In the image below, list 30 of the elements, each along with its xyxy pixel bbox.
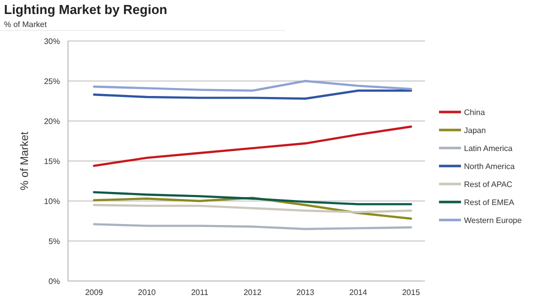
line-series: [92, 191, 412, 206]
legend-label: China: [464, 108, 486, 117]
chart-title: Lighting Market by Region: [4, 2, 168, 17]
line-series: [92, 80, 412, 92]
y-tick-label: 25%: [44, 77, 60, 86]
x-tick-label: 2013: [296, 288, 315, 297]
y-tick-label: 0%: [48, 277, 60, 286]
legend-label: Rest of EMEA: [464, 198, 515, 207]
legend-label: Japan: [464, 126, 486, 135]
legend-label: Rest of APAC: [464, 180, 513, 189]
legend-label: Latin America: [464, 144, 514, 153]
y-axis-title: % of Market: [19, 132, 31, 190]
x-tick-label: 2014: [349, 288, 368, 297]
x-tick-label: 2012: [244, 288, 262, 297]
line-series: [92, 90, 412, 100]
x-tick-label: 2010: [138, 288, 156, 297]
x-tick-label: 2015: [402, 288, 420, 297]
y-tick-label: 15%: [44, 157, 60, 166]
line-series: [92, 126, 412, 167]
chart-subtitle: % of Market: [4, 20, 48, 29]
y-tick-label: 30%: [44, 37, 60, 46]
legend-label: Western Europe: [464, 216, 522, 225]
y-tick-label: 5%: [48, 237, 60, 246]
x-tick-label: 2011: [191, 288, 209, 297]
line-series: [92, 196, 412, 220]
legend-label: North America: [464, 162, 516, 171]
y-tick-label: 20%: [44, 117, 60, 126]
line-series: [92, 204, 412, 214]
y-tick-label: 10%: [44, 197, 60, 206]
x-tick-label: 2009: [85, 288, 104, 297]
